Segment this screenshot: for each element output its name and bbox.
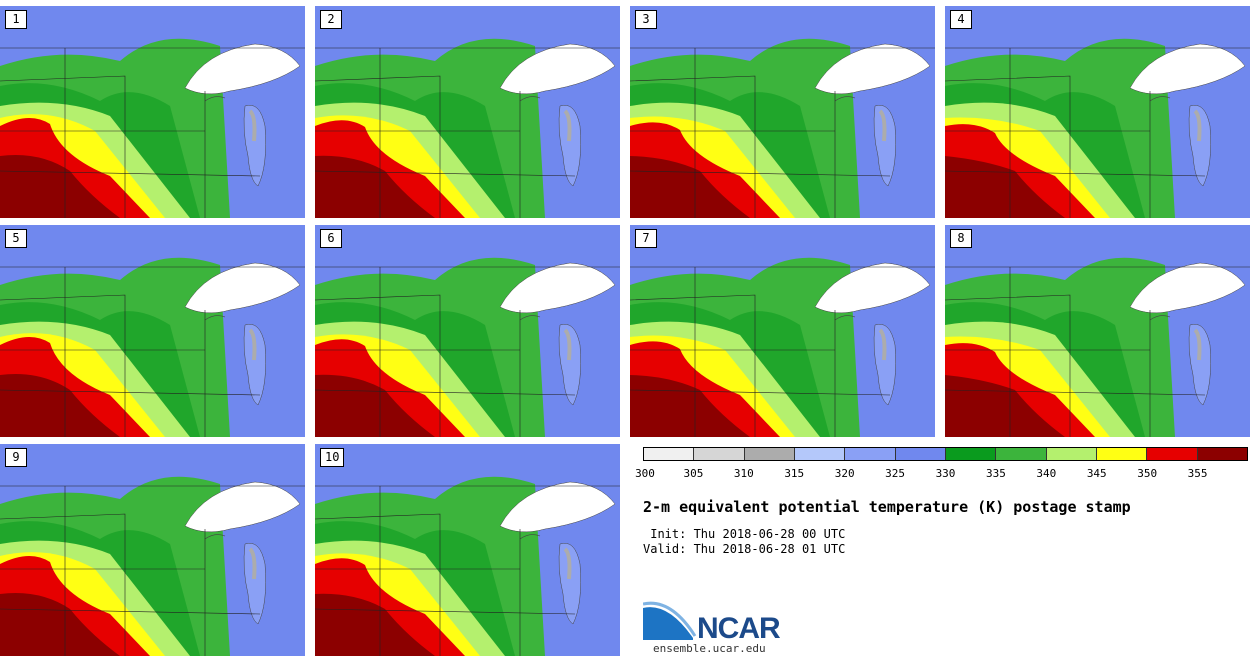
map-panel: 10 — [315, 444, 620, 656]
colorbar-tick-label: 320 — [834, 467, 855, 480]
map-panel: 2 — [315, 6, 620, 218]
panel-number: 6 — [320, 229, 342, 248]
colorbar-swatch — [996, 448, 1047, 460]
colorbar-tick-label: 325 — [885, 467, 906, 480]
panel-number: 7 — [635, 229, 657, 248]
panel-number: 3 — [635, 10, 657, 29]
map-panel: 6 — [315, 225, 620, 437]
colorbar-swatch — [1147, 448, 1198, 460]
colorbar-swatch — [794, 448, 846, 460]
colorbar — [643, 447, 1248, 461]
colorbar-swatch — [744, 448, 795, 460]
colorbar-tick-label: 300 — [635, 467, 655, 480]
colorbar-tick-label: 335 — [985, 467, 1006, 480]
map-panel: 5 — [0, 225, 305, 437]
colorbar-swatch — [694, 448, 745, 460]
map-panel: 8 — [945, 225, 1250, 437]
panel-number: 2 — [320, 10, 342, 29]
colorbar-swatch — [945, 448, 997, 460]
colorbar-swatch — [1046, 448, 1097, 460]
map-panel: 9 — [0, 444, 305, 656]
colorbar-swatch — [644, 448, 695, 460]
colorbar-tick-label: 345 — [1086, 467, 1107, 480]
colorbar-swatch — [895, 448, 946, 460]
colorbar-tick-label: 330 — [935, 467, 956, 480]
panel-number: 1 — [5, 10, 27, 29]
colorbar-swatch — [1096, 448, 1148, 460]
panel-number: 8 — [950, 229, 972, 248]
site-url: ensemble.ucar.edu — [653, 642, 766, 655]
colorbar-swatch — [845, 448, 896, 460]
chart-title: 2-m equivalent potential temperature (K)… — [643, 498, 1131, 516]
map-panel: 1 — [0, 6, 305, 218]
map-panel: 3 — [630, 6, 935, 218]
map-panel: 4 — [945, 6, 1250, 218]
colorbar-tick-label: 340 — [1036, 467, 1057, 480]
map-panel: 7 — [630, 225, 935, 437]
panel-number: 9 — [5, 448, 27, 467]
panel-number: 5 — [5, 229, 27, 248]
logo-name: NCAR — [697, 612, 781, 645]
ncar-logo-icon — [643, 601, 697, 640]
colorbar-tick-label: 355 — [1187, 467, 1208, 480]
colorbar-tick-label: 305 — [683, 467, 704, 480]
panel-number: 10 — [320, 448, 345, 467]
panel-number: 4 — [950, 10, 972, 29]
colorbar-tick-label: 350 — [1137, 467, 1158, 480]
colorbar-tick-label: 315 — [784, 467, 805, 480]
colorbar-tick-label: 310 — [733, 467, 754, 480]
valid-time: Valid: Thu 2018-06-28 01 UTC — [643, 542, 846, 556]
init-time: Init: Thu 2018-06-28 00 UTC — [643, 527, 846, 541]
colorbar-swatch — [1197, 448, 1247, 460]
